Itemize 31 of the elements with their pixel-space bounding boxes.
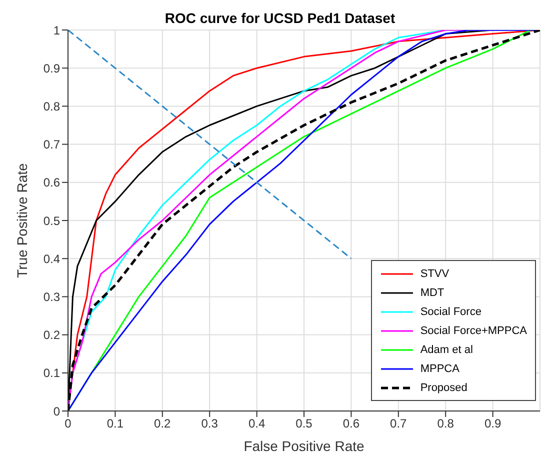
y-tick-label: 1 xyxy=(53,23,60,38)
legend-label: Social Force+MPPCA xyxy=(420,324,527,336)
x-tick-label: 0.2 xyxy=(154,416,172,431)
y-tick-label: 0.3 xyxy=(43,290,60,304)
x-tick-label: 0.5 xyxy=(296,416,313,431)
y-tick-label: 0.8 xyxy=(43,99,60,114)
legend-label: MPPCA xyxy=(420,362,460,374)
y-tick-label: 0.1 xyxy=(43,366,60,380)
x-tick-label: 0.6 xyxy=(342,416,360,431)
legend-label: Social Force xyxy=(420,306,482,318)
y-axis-title: True Positive Rate xyxy=(14,162,30,278)
y-tick-label: 0.6 xyxy=(43,176,60,190)
chart-title: ROC curve for UCSD Ped1 Dataset xyxy=(164,10,396,26)
x-tick-label: 0.9 xyxy=(484,416,502,431)
x-axis-title: False Positive Rate xyxy=(244,438,365,454)
legend-label: Proposed xyxy=(420,382,468,394)
x-tick-label: 0.4 xyxy=(248,416,266,431)
legend-label: STVV xyxy=(420,268,450,280)
y-tick-label: 0 xyxy=(53,404,60,418)
x-tick-label: 0.1 xyxy=(106,416,124,431)
y-tick-label: 0.5 xyxy=(43,214,60,228)
y-tick-label: 0.7 xyxy=(43,138,60,152)
y-tick-label: 0.4 xyxy=(43,252,60,266)
x-tick-label: 0.7 xyxy=(390,416,408,431)
y-tick-label: 0.9 xyxy=(43,61,60,76)
x-tick-label: 0.8 xyxy=(437,416,454,431)
legend-label: MDT xyxy=(420,286,444,298)
x-tick-label: 0.3 xyxy=(201,416,218,431)
y-tick-label: 0.2 xyxy=(43,328,60,342)
legend-label: Adam et al xyxy=(420,344,473,356)
x-tick-label: 0 xyxy=(64,416,72,431)
